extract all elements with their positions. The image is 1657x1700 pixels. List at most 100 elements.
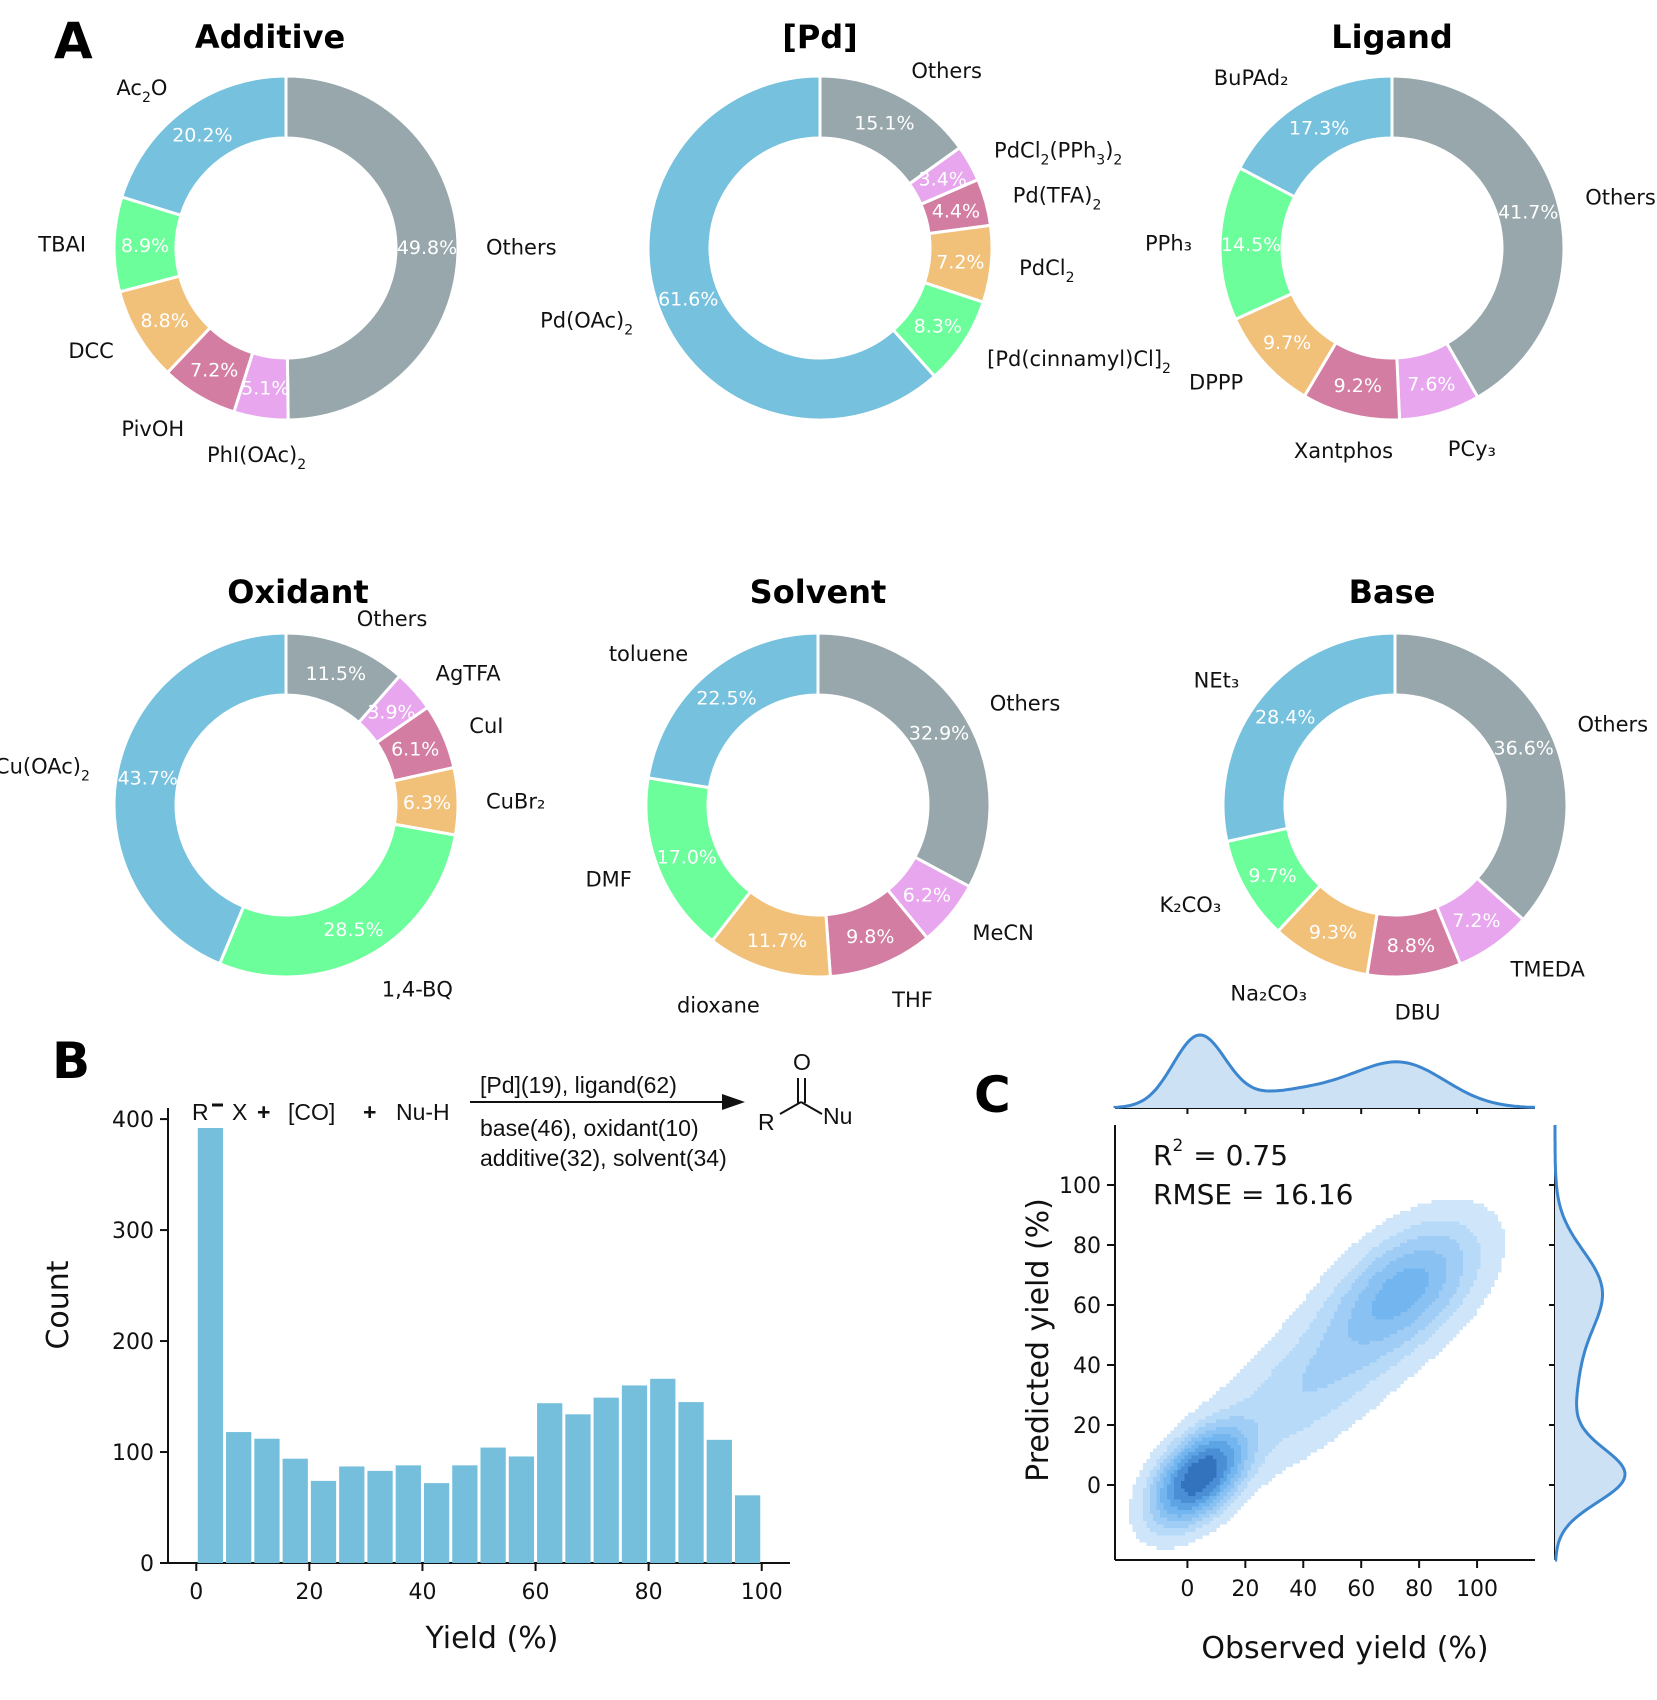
scheme-product-r: R [758, 1109, 775, 1135]
pct-additive-2: 7.2% [190, 359, 238, 381]
label-solvent-2: THF [891, 988, 933, 1012]
hist-xtick-4: 80 [635, 1580, 663, 1605]
label-additive-0: Others [486, 236, 557, 260]
label-pd-1: PdCl2(PPh3)2 [994, 138, 1122, 168]
label-base-1: TMEDA [1510, 957, 1586, 981]
pct-additive-1: 5.1% [241, 377, 289, 399]
kde-ylabel: Predicted yield (%) [1021, 1198, 1056, 1482]
scheme-product-o: O [793, 1049, 811, 1075]
donut-base: Base 36.6% Others 7.2% TMEDA 8.8% DBU 9.3% Na₂C… [1159, 573, 1648, 1025]
kde-ytick-0: 0 [1087, 1474, 1101, 1499]
pct-pd-0: 15.1% [854, 113, 914, 135]
pct-additive-5: 20.2% [172, 124, 232, 146]
label-pd-2: Pd(TFA)2 [1013, 184, 1102, 214]
hist-bar-15 [621, 1385, 648, 1563]
hist-bar-9 [452, 1465, 478, 1563]
donut-title-pd: [Pd] [782, 18, 858, 56]
slice-additive-0 [284, 74, 460, 422]
pct-base-0: 36.6% [1494, 737, 1554, 759]
kde-ytick-2: 40 [1073, 1354, 1101, 1379]
panel-a-letter: A [54, 12, 93, 70]
label-oxidant-2: CuI [469, 714, 503, 738]
hist-bar-5 [339, 1466, 365, 1563]
pct-pd-3: 7.2% [936, 251, 984, 273]
hist-xlabel: Yield (%) [425, 1621, 559, 1656]
donut-pd: [Pd] 15.1% Others 3.4% PdCl2(PPh3)2 4.4% Pd(T… [540, 18, 1171, 422]
hist-xtick-0: 0 [189, 1580, 203, 1605]
kde-plot: 0 20 40 60 80 100 0 20 40 60 80 100 [1059, 1033, 1627, 1602]
r2-label: R2 = 0.75 [1153, 1136, 1288, 1172]
slice-base-0 [1393, 631, 1569, 922]
rmse-label: RMSE = 16.16 [1153, 1178, 1354, 1211]
scheme-co: [CO] [288, 1099, 335, 1125]
label-base-2: DBU [1395, 1001, 1441, 1025]
reaction-scheme: R X + [CO] + Nu-H [Pd](19), ligand(62) b… [192, 1049, 852, 1171]
pct-solvent-2: 9.8% [846, 926, 894, 948]
hist-bar-3 [282, 1458, 308, 1563]
scheme-plus-1: + [257, 1099, 270, 1125]
label-additive-3: DCC [68, 339, 114, 363]
marginal-top-fill [1115, 1035, 1535, 1108]
label-oxidant-5: Cu(OAc)2 [0, 755, 90, 785]
pct-ligand-3: 9.7% [1263, 332, 1311, 354]
yield-histogram: 0 20 40 60 80 100 0 100 200 300 400 [112, 1108, 790, 1605]
label-oxidant-4: 1,4-BQ [382, 978, 453, 1002]
scheme-plus-2: + [363, 1099, 376, 1125]
kde-xtick-1: 20 [1231, 1577, 1259, 1602]
hist-xtick-5: 100 [741, 1580, 783, 1605]
kde-xtick-4: 80 [1405, 1577, 1433, 1602]
panel-c-letter: C [974, 1066, 1011, 1124]
label-oxidant-1: AgTFA [436, 661, 502, 685]
pct-base-1: 7.2% [1452, 910, 1500, 932]
label-additive-1: PhI(OAc)2 [207, 443, 306, 473]
donut-title-solvent: Solvent [750, 573, 887, 611]
pct-pd-2: 4.4% [932, 200, 980, 222]
label-solvent-5: toluene [609, 642, 688, 666]
pct-solvent-4: 17.0% [657, 847, 717, 869]
donut-solvent: Solvent 32.9% Others 6.2% MeCN 9.8% THF 11.7% d… [586, 573, 1061, 1017]
hist-bar-4 [310, 1480, 337, 1563]
label-solvent-0: Others [990, 691, 1061, 715]
hist-bar-14 [593, 1397, 619, 1563]
label-pd-3: PdCl2 [1019, 256, 1074, 286]
label-ligand-0: Others [1585, 185, 1656, 209]
marginal-right-line [1553, 1125, 1627, 1562]
marginal-right-fill [1555, 1125, 1625, 1560]
slice-ligand-0 [1390, 74, 1566, 400]
panel-b-letter: B [52, 1032, 90, 1090]
scheme-product-nu: Nu [823, 1103, 852, 1129]
pct-oxidant-4: 28.5% [323, 919, 383, 941]
donut-oxidant: Oxidant 11.5% Others 3.9% AgTFA 6.1% CuI 6.3% C… [0, 573, 545, 1002]
label-additive-4: TBAI [37, 233, 86, 257]
donut-ligand: Ligand 41.7% Others 7.6% PCy₃ 9.2% Xantphos 9.… [1145, 18, 1656, 463]
label-additive-2: PivOH [121, 417, 184, 441]
label-additive-5: Ac2O [116, 76, 167, 106]
pct-base-2: 8.8% [1387, 935, 1435, 957]
pct-solvent-3: 11.7% [747, 930, 807, 952]
hist-xtick-1: 20 [295, 1580, 323, 1605]
donut-title-base: Base [1349, 573, 1436, 611]
slice-pd-5 [646, 74, 937, 422]
pct-pd-5: 61.6% [658, 288, 718, 310]
kde-xtick-3: 60 [1347, 1577, 1375, 1602]
hist-ytick-0: 0 [140, 1552, 154, 1577]
pct-solvent-0: 32.9% [909, 723, 969, 745]
slice-ligand-5 [1237, 74, 1394, 199]
hist-ytick-2: 200 [112, 1330, 154, 1355]
pct-oxidant-2: 6.1% [391, 739, 439, 761]
hist-xtick-2: 40 [408, 1580, 436, 1605]
pct-pd-4: 8.3% [914, 315, 962, 337]
hist-bar-1 [226, 1432, 252, 1563]
pct-solvent-1: 6.2% [903, 885, 951, 907]
scheme-conditions-above: [Pd](19), ligand(62) [480, 1072, 677, 1098]
kde-xtick-0: 0 [1180, 1577, 1194, 1602]
scheme-conditions-below-1: base(46), oxidant(10) [480, 1115, 699, 1141]
pct-base-5: 28.4% [1255, 706, 1315, 728]
hist-bar-17 [678, 1402, 704, 1563]
donut-title-oxidant: Oxidant [227, 573, 368, 611]
scheme-arrow-head [722, 1094, 745, 1110]
label-base-3: Na₂CO₃ [1230, 982, 1307, 1006]
pct-additive-0: 49.8% [397, 237, 457, 259]
donut-title-ligand: Ligand [1331, 18, 1453, 56]
pct-base-4: 9.7% [1248, 865, 1296, 887]
